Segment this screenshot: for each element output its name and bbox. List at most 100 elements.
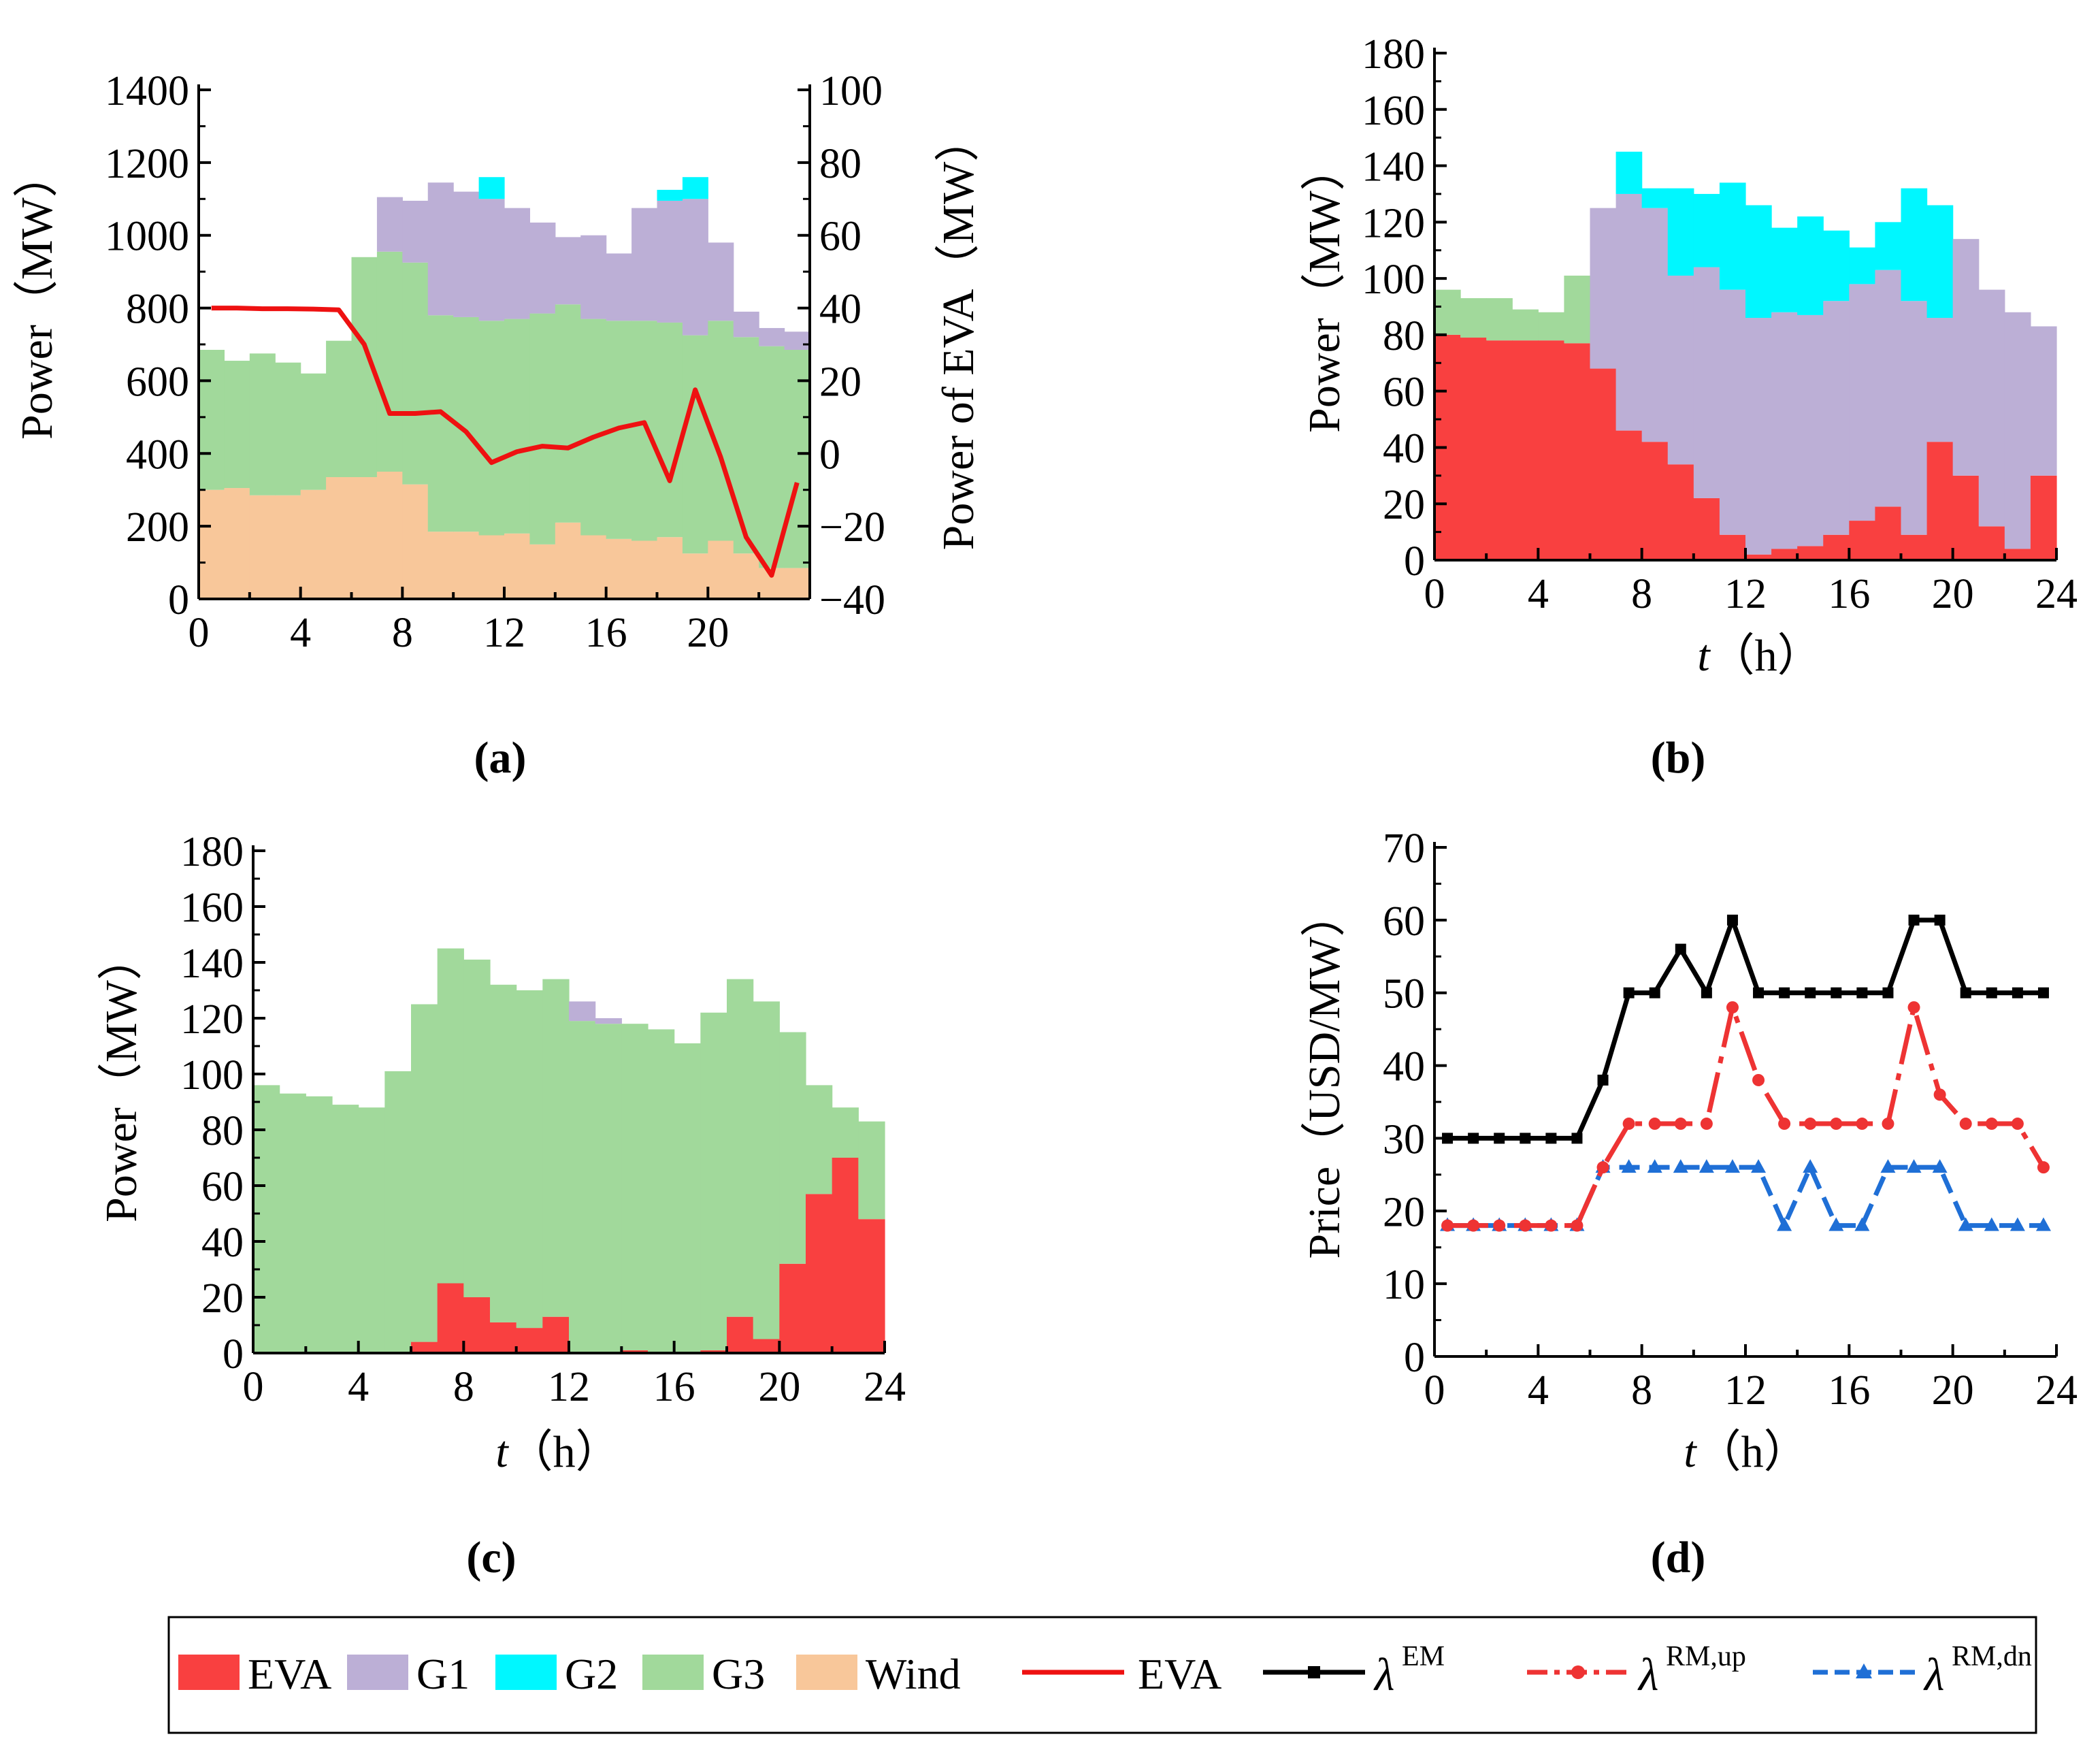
bar-wind: [631, 540, 658, 599]
y-tick-label: 0: [223, 1331, 244, 1378]
legend-label: EVA: [248, 1650, 331, 1698]
square-marker: [1494, 1133, 1505, 1144]
x-tick-label: 12: [483, 610, 525, 656]
panel-d-ylabel: Price（USD/MW）: [1300, 892, 1349, 1259]
legend-item-7: λ RM,up: [1527, 1641, 1746, 1700]
bar-g1: [529, 223, 556, 314]
y2-tick-label: 80: [819, 141, 862, 187]
bar-g2: [1641, 188, 1669, 208]
triangle-marker: [1856, 1663, 1872, 1678]
panel-b-xlabel: t（h）: [1697, 631, 1822, 681]
bar-g1: [453, 191, 480, 317]
bar-eva: [727, 1316, 754, 1353]
bar-g3: [555, 304, 581, 523]
square-marker: [1960, 987, 1971, 998]
eva-power-line: [211, 306, 800, 578]
legend-superscript: EM: [1402, 1641, 1445, 1672]
legend-item-1: G1: [347, 1650, 470, 1698]
bar-eva: [1745, 554, 1772, 560]
bar-g3: [437, 948, 464, 1284]
bar-eva: [1486, 340, 1513, 560]
square-marker: [1545, 1133, 1557, 1144]
bar-wind: [224, 488, 250, 599]
x-tick-label: 8: [1631, 571, 1652, 617]
bar-g3: [858, 1121, 885, 1220]
bar-g3: [516, 990, 543, 1329]
square-marker: [1726, 914, 1738, 926]
bar-g3: [279, 1093, 306, 1353]
panel-d-plot-area: 0 10 20 30 40 50 60 70 0 4 8 12 16 20 24: [1383, 826, 2078, 1414]
bar-g2: [1926, 205, 1954, 319]
bar-g3: [358, 1107, 385, 1353]
y-tick-label: 120: [1362, 200, 1425, 246]
y2-tick-label: 0: [819, 432, 840, 478]
legend-label: λ: [1923, 1648, 1944, 1700]
x-tick-label: 20: [1932, 1367, 1974, 1414]
bar-eva: [1901, 534, 1928, 560]
triangle-marker: [1647, 1159, 1662, 1173]
x-tick-label: 24: [2035, 571, 2078, 617]
triangle-marker: [1621, 1159, 1637, 1173]
bar-g2: [1667, 188, 1694, 276]
circle-marker: [1959, 1118, 1972, 1130]
x-tick-label: 8: [392, 610, 413, 656]
bar-eva: [1875, 506, 1902, 560]
bar-g2: [1693, 193, 1720, 267]
bar-g3: [249, 353, 276, 495]
bar-g1: [1875, 270, 1902, 507]
legend-item-3: G3: [642, 1650, 765, 1698]
y-tick-label: 60: [1383, 370, 1425, 416]
circle-marker: [2037, 1161, 2050, 1174]
bar-g1: [376, 197, 403, 252]
bar-g1: [1901, 301, 1928, 535]
circle-marker: [1571, 1219, 1584, 1232]
bar-eva: [1564, 343, 1591, 560]
y-tick-label: 100: [180, 1052, 244, 1099]
bar-g1: [2030, 326, 2057, 476]
y-tick-label: 30: [1383, 1116, 1425, 1162]
legend-swatch: [796, 1655, 857, 1690]
bar-g1: [595, 1018, 622, 1024]
legend-label: Wind: [866, 1650, 961, 1698]
panel-d-caption: (d): [1651, 1533, 1706, 1582]
bar-g1: [606, 253, 632, 321]
y-tick-label: 40: [201, 1220, 244, 1266]
bar-g3: [300, 373, 327, 490]
bar-g1: [555, 237, 581, 305]
y-tick-label: 600: [126, 359, 189, 405]
y2-tick-label: −20: [819, 504, 885, 551]
bar-g3: [1460, 298, 1487, 338]
bar-wind: [300, 489, 327, 599]
triangle-marker: [1906, 1159, 1922, 1173]
x-tick-label: 16: [1828, 571, 1870, 617]
y-tick-label: 400: [126, 432, 189, 478]
y-tick-label: 60: [1383, 898, 1425, 945]
square-marker: [1856, 987, 1868, 998]
square-marker: [1779, 987, 1790, 998]
circle-marker: [1804, 1118, 1817, 1130]
bar-g1: [759, 327, 785, 346]
bar-g2: [1823, 230, 1850, 302]
circle-marker: [1882, 1118, 1894, 1130]
circle-marker: [2011, 1118, 2024, 1130]
y2-tick-label: 20: [819, 359, 862, 405]
bar-eva: [1615, 430, 1643, 560]
bar-eva: [1823, 534, 1850, 560]
legend-items: EVA G1 G2 G3 Wind EVA λ EM λ RM,up λ RM,dn: [178, 1641, 2032, 1700]
bar-g3: [463, 959, 491, 1297]
bar-g2: [1745, 205, 1772, 319]
legend-label: G1: [416, 1650, 470, 1698]
bar-g3: [402, 262, 429, 485]
bar-wind: [478, 535, 505, 599]
legend-label: λ: [1373, 1648, 1394, 1700]
bar-g2: [478, 177, 505, 199]
bar-eva: [437, 1283, 464, 1353]
panel-c-ylabel: Power（MW）: [97, 935, 146, 1222]
bar-eva: [700, 1350, 727, 1353]
bar-g3: [832, 1107, 859, 1158]
bar-g3: [275, 362, 301, 495]
bar-g3: [784, 350, 810, 568]
bar-g3: [682, 335, 708, 554]
circle-marker: [1726, 1001, 1739, 1014]
